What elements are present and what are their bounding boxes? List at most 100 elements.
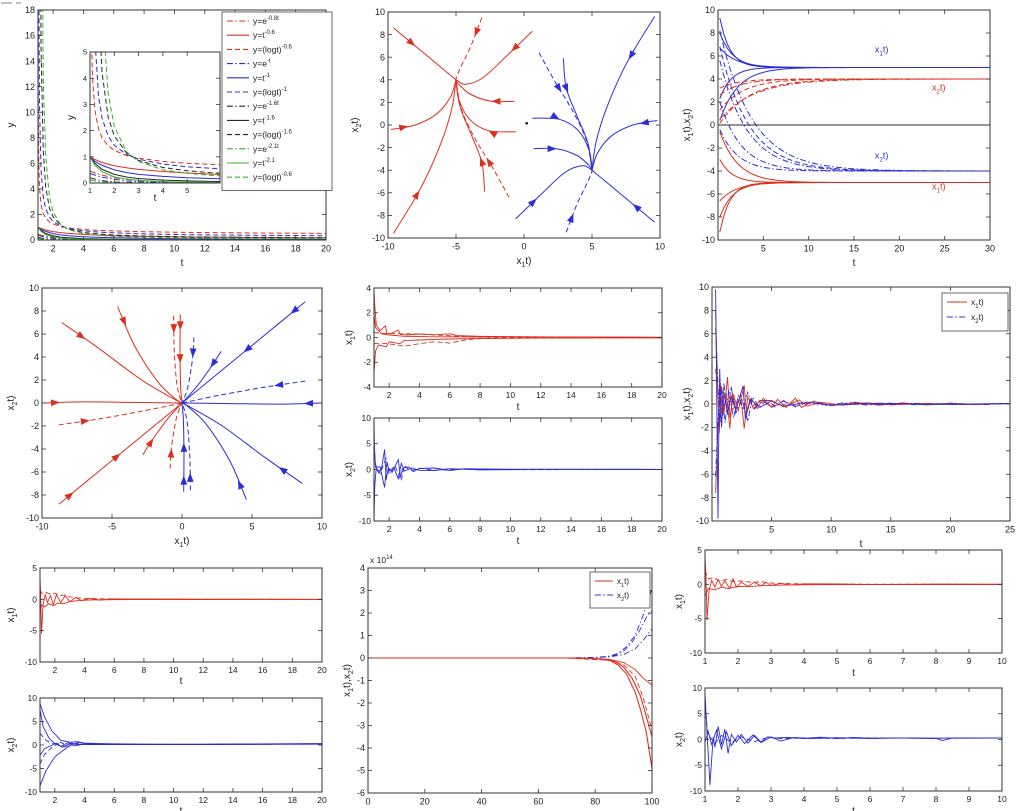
legend-entry-label: y=t-1.6 bbox=[253, 115, 276, 125]
x-tick-label: 4 bbox=[802, 794, 807, 804]
y-tick-label: -10 bbox=[25, 657, 38, 667]
legend-box bbox=[221, 11, 333, 191]
y-tick-label: 2 bbox=[83, 126, 87, 135]
x-tick-label: 80 bbox=[590, 797, 600, 807]
x-tick-label: 9 bbox=[967, 656, 972, 666]
series-line bbox=[392, 79, 457, 234]
y-tick-label: 4 bbox=[30, 184, 35, 194]
y-tick-label: -2 bbox=[363, 357, 371, 367]
trajectory-arrow-icon bbox=[238, 480, 245, 490]
y-tick-label: 1 bbox=[360, 631, 365, 641]
y-tick-label: -5 bbox=[29, 626, 37, 636]
x-tick-label: 10 bbox=[997, 656, 1007, 666]
y-axis-label: x1t) bbox=[674, 594, 687, 609]
legend-entry-label: y=e-0.8t bbox=[253, 16, 279, 26]
x-tick-label: 9 bbox=[967, 794, 972, 804]
x-tick-label: 14 bbox=[228, 795, 238, 805]
series-line bbox=[43, 401, 183, 404]
series-line bbox=[181, 402, 191, 491]
x-tick-label: -10 bbox=[381, 242, 394, 252]
y-tick-label: -2 bbox=[707, 143, 715, 153]
equilibrium-marker bbox=[525, 121, 529, 125]
y-tick-label: -8 bbox=[707, 212, 715, 222]
x-tick-label: 2 bbox=[736, 656, 741, 666]
series-line bbox=[179, 314, 183, 404]
y-tick-label: 10 bbox=[699, 282, 709, 292]
x-tick-label: 6 bbox=[868, 656, 873, 666]
trajectory-arrow-icon bbox=[491, 97, 501, 105]
y-tick-label: 2 bbox=[360, 608, 365, 618]
trajectory-arrow-icon bbox=[119, 316, 126, 326]
x-tick-label: -5 bbox=[108, 522, 116, 532]
series-line bbox=[705, 570, 1002, 585]
x-tick-label: 2 bbox=[736, 794, 741, 804]
trajectory-arrow-icon bbox=[486, 157, 495, 168]
trajectory-arrow-icon bbox=[411, 190, 420, 200]
x-tick-label: 20 bbox=[945, 525, 955, 535]
trajectory-arrow-icon bbox=[64, 492, 74, 501]
x-tick-label: 8 bbox=[934, 794, 939, 804]
x-tick-label: 5 bbox=[589, 242, 594, 252]
x-tick-label: 3 bbox=[769, 794, 774, 804]
x-axis-label: t bbox=[154, 193, 157, 204]
trajectory-arrow-icon bbox=[304, 399, 314, 407]
x-tick-label: -5 bbox=[452, 242, 460, 252]
plot-series bbox=[40, 703, 322, 787]
y-tick-label: -4 bbox=[377, 165, 385, 175]
y-tick-label: -10 bbox=[690, 786, 703, 796]
y-tick-label: 10 bbox=[705, 5, 715, 15]
series-line bbox=[38, 10, 326, 237]
trajectory-arrow-icon bbox=[180, 442, 188, 452]
y-tick-label: 0 bbox=[30, 235, 35, 245]
x-tick-label: 5 bbox=[835, 794, 840, 804]
y-tick-label: 10 bbox=[28, 693, 38, 703]
y-axis-label: x1t),x2t) bbox=[682, 388, 695, 421]
series-line bbox=[719, 67, 990, 121]
y-axis-label: x1t) bbox=[344, 330, 357, 345]
x-tick-label: 60 bbox=[533, 797, 543, 807]
series-line bbox=[719, 131, 990, 183]
x-tick-label: 40 bbox=[477, 797, 487, 807]
x-tick-label: 6 bbox=[111, 244, 116, 254]
trajectory-arrow-icon bbox=[243, 344, 253, 353]
x-tick-label: 16 bbox=[258, 665, 268, 675]
y-axis-label: x2t) bbox=[674, 732, 687, 747]
trajectory-arrow-icon bbox=[176, 321, 184, 331]
x-tick-label: 16 bbox=[597, 524, 607, 534]
x-tick-label: 4 bbox=[417, 390, 422, 400]
y-tick-label: -5 bbox=[363, 490, 371, 500]
y-tick-label: 8 bbox=[710, 28, 715, 38]
y-tick-label: 8 bbox=[380, 30, 385, 40]
y-tick-label: -10 bbox=[26, 513, 39, 523]
x-axis-label: x1t) bbox=[516, 256, 531, 269]
plot-series bbox=[43, 301, 321, 505]
x-tick-label: 6 bbox=[112, 665, 117, 675]
trajectory-arrow-icon bbox=[274, 381, 284, 388]
x-tick-label: 18 bbox=[291, 244, 301, 254]
x-tick-label: 0 bbox=[521, 242, 526, 252]
trajectory-arrow-icon bbox=[80, 418, 90, 425]
x-tick-label: 15 bbox=[849, 244, 859, 254]
trajectory-arrow-icon bbox=[278, 466, 288, 475]
y-tick-label: -4 bbox=[701, 446, 709, 456]
trajectory-arrow-icon bbox=[189, 348, 197, 358]
x-tick-label: 12 bbox=[199, 795, 209, 805]
y-tick-label: 5 bbox=[83, 48, 87, 57]
panel-timeseries-equilibria: 5 10 15 20 25 30 -10 -8 -6 -4 -2 0 2 4 6 8 10 t x1t),x2t) x… bbox=[682, 5, 995, 269]
y-tick-label: -6 bbox=[701, 469, 709, 479]
x-axis-label: t bbox=[180, 806, 183, 811]
y-tick-label: 0 bbox=[34, 398, 39, 408]
x-tick-label: 15 bbox=[886, 525, 896, 535]
x-tick-label: 18 bbox=[627, 524, 637, 534]
series-line bbox=[38, 238, 326, 240]
y-tick-label: -5 bbox=[357, 766, 365, 776]
series-line bbox=[90, 156, 220, 180]
trajectory-arrow-icon bbox=[547, 145, 557, 153]
legend-entry-label: x1t) bbox=[971, 297, 984, 310]
series-line bbox=[58, 402, 183, 426]
y-tick-label: -5 bbox=[694, 760, 702, 770]
y-tick-label: 4 bbox=[34, 352, 39, 362]
series-line bbox=[181, 380, 306, 404]
trajectory-arrow-icon bbox=[145, 438, 154, 448]
y-tick-label: 4 bbox=[360, 563, 365, 573]
